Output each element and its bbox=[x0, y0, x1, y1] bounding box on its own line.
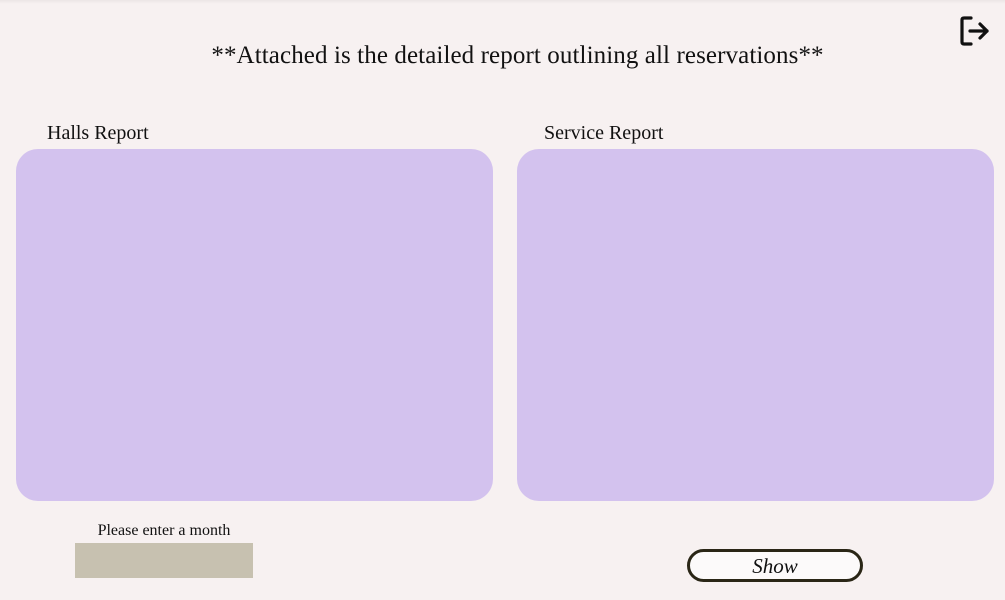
show-button[interactable]: Show bbox=[687, 549, 863, 582]
service-report-panel bbox=[517, 149, 994, 501]
halls-report-label: Halls Report bbox=[47, 122, 149, 144]
service-report-label: Service Report bbox=[544, 122, 664, 144]
month-input-label: Please enter a month bbox=[97, 522, 231, 539]
month-input[interactable] bbox=[75, 543, 253, 578]
page-title: **Attached is the detailed report outlin… bbox=[211, 42, 824, 69]
top-shade bbox=[0, 0, 1005, 4]
logout-icon[interactable] bbox=[958, 14, 992, 48]
halls-report-panel bbox=[16, 149, 493, 501]
